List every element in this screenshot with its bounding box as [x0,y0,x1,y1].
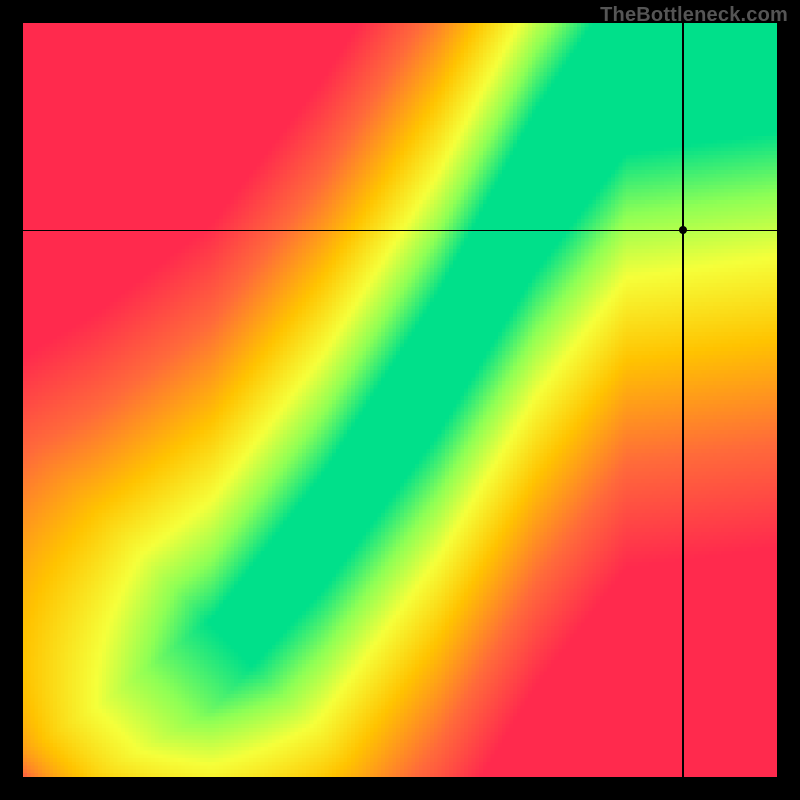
watermark-text: TheBottleneck.com [600,4,788,27]
crosshair-horizontal [23,230,777,232]
crosshair-vertical [682,23,684,777]
crosshair-marker [679,226,687,234]
bottleneck-heatmap [23,23,777,777]
chart-container: TheBottleneck.com [0,0,800,800]
